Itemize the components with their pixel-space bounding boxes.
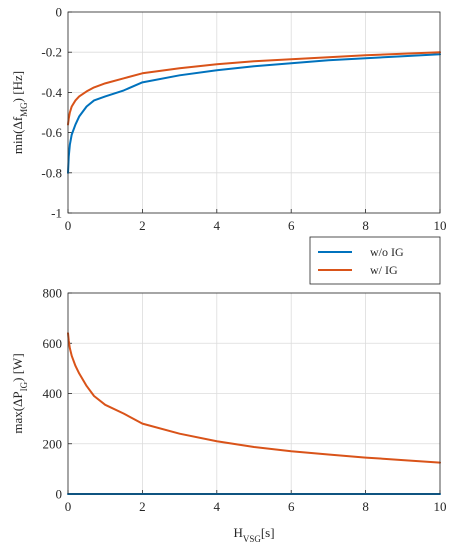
legend: w/o IG w/ IG	[309, 236, 441, 285]
bot-x-tick-label: 0	[65, 499, 72, 514]
top-y-tick-label: -1	[51, 206, 62, 221]
top-ylabel-sub: MG	[19, 102, 29, 117]
bot-y-tick-label: 600	[43, 336, 63, 351]
bottom-ylabel-sub: IG	[19, 381, 29, 391]
bottom-tick-labels: 0 2 4 6 8 10 0 200 400 600 800	[43, 286, 447, 515]
top-x-tick-label: 10	[434, 218, 447, 233]
top-panel: 0 2 4 6 8 10 -1 -0.8 -0.6 -0.4 -0.2 0 min(ΔfMG) [Hz…	[10, 5, 447, 234]
bot-y-tick-label: 200	[43, 436, 63, 451]
top-y-tick-label: -0.6	[41, 125, 62, 140]
top-plot-frame	[67, 11, 441, 214]
top-x-tick-label: 4	[214, 218, 221, 233]
top-plot-area	[68, 12, 440, 213]
top-tick-labels: 0 2 4 6 8 10 -1 -0.8 -0.6 -0.4 -0.2 0	[41, 5, 446, 234]
legend-label-w-ig: w/ IG	[370, 263, 398, 277]
xlabel-tail: [s]	[261, 525, 275, 540]
bottom-y-axis-label: max(ΔPIG) [W]	[10, 353, 29, 433]
bot-y-tick-label: 0	[56, 487, 63, 502]
bot-x-tick-label: 6	[288, 499, 295, 514]
top-series-line-w-o-ig	[67, 53, 441, 174]
bot-x-tick-label: 2	[139, 499, 146, 514]
bottom-x-axis-label: HVSG[s]	[233, 525, 274, 544]
legend-label-w-o-ig: w/o IG	[370, 245, 404, 259]
top-ylabel-main: min(Δf	[10, 116, 25, 154]
bottom-panel: 0 2 4 6 8 10 0 200 400 600 800 max(ΔPIG) [W] HVSG[…	[10, 286, 447, 545]
bottom-plot-frame	[67, 292, 441, 495]
top-y-tick-label: 0	[56, 5, 63, 20]
xlabel-sub: VSG	[243, 534, 262, 544]
bot-x-tick-label: 10	[434, 499, 447, 514]
top-y-tick-label: -0.4	[41, 85, 62, 100]
top-series-line-w-ig	[67, 51, 441, 126]
top-y-tick-label: -0.2	[41, 45, 62, 60]
top-series-layer	[67, 51, 441, 174]
top-y-tick-label: -0.8	[41, 165, 62, 180]
top-y-axis-label: min(ΔfMG) [Hz]	[10, 71, 29, 154]
top-ylabel-tail: ) [Hz]	[10, 71, 25, 102]
top-x-tick-label: 8	[362, 218, 369, 233]
legend-box	[309, 236, 441, 285]
top-x-tick-label: 2	[139, 218, 146, 233]
top-x-tick-label: 0	[65, 218, 72, 233]
bot-y-tick-label: 400	[43, 386, 63, 401]
xlabel-main: H	[233, 525, 242, 540]
top-x-tick-label: 6	[288, 218, 295, 233]
bottom-ylabel-main: max(ΔP	[10, 391, 25, 433]
bot-y-tick-label: 800	[43, 286, 63, 301]
bot-x-tick-label: 8	[362, 499, 369, 514]
bot-x-tick-label: 4	[214, 499, 221, 514]
bot-series-line-w-ig	[67, 332, 441, 464]
bottom-ylabel-tail: ) [W]	[10, 353, 25, 382]
